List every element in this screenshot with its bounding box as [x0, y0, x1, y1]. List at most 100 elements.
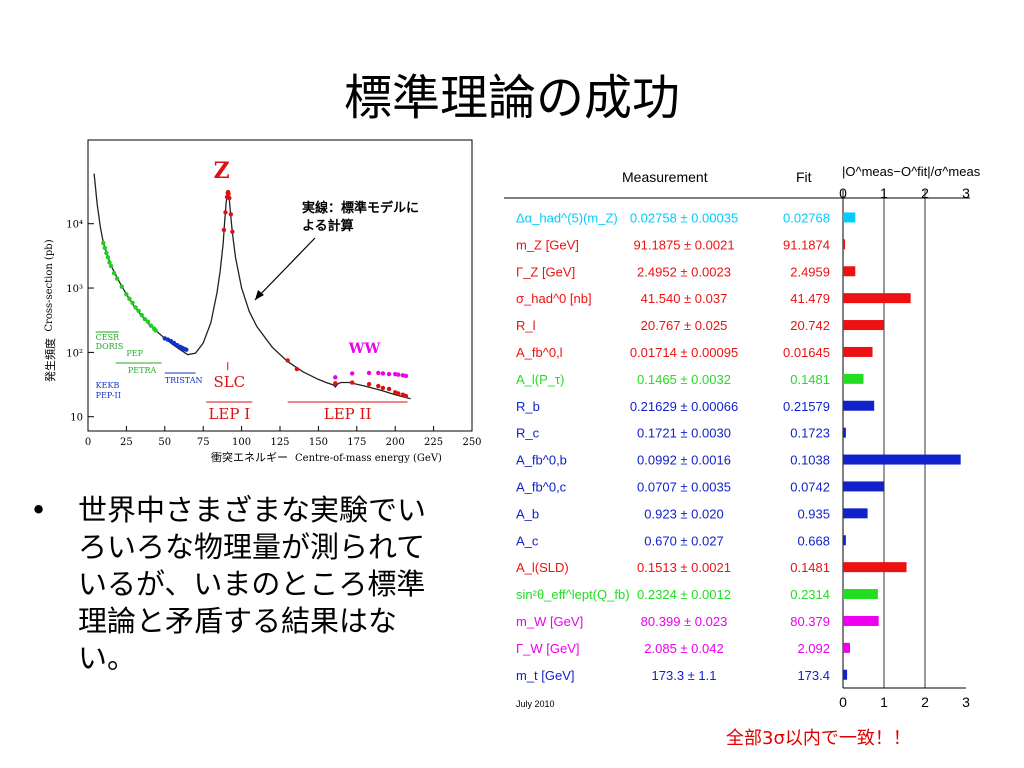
y-axis-label-ja: 発生頻度	[43, 338, 57, 382]
row-measurement: 0.0992 ± 0.0016	[637, 453, 731, 468]
pull-tick-bottom: 2	[921, 694, 929, 710]
data-point	[380, 371, 386, 376]
data-point	[111, 271, 117, 276]
pull-bar	[843, 346, 873, 357]
x-axis-label-ja: 衝突エネルギー	[211, 450, 288, 464]
row-measurement: 0.0707 ± 0.0035	[637, 479, 731, 494]
x-tick-label: 100	[232, 437, 251, 448]
row-fit: 2.092	[797, 641, 830, 656]
data-point	[119, 284, 124, 289]
data-point	[403, 373, 409, 379]
x-tick-label: 25	[120, 437, 133, 448]
pull-bar	[843, 293, 911, 304]
pull-bar	[843, 562, 907, 573]
row-measurement: 80.399 ± 0.023	[641, 614, 728, 629]
row-fit: 0.21579	[783, 399, 830, 414]
annotation-line1: 実線：標準モデルに	[302, 200, 419, 216]
row-measurement: 0.923 ± 0.020	[644, 506, 723, 521]
row-measurement: 2.4952 ± 0.0023	[637, 264, 731, 279]
row-fit: 0.668	[797, 533, 830, 548]
label-doris: DORIS	[96, 342, 124, 351]
data-point	[139, 312, 144, 318]
data-point	[184, 347, 189, 352]
data-point	[333, 375, 338, 380]
pull-tick-top: 2	[921, 185, 929, 201]
cross-section-chart: 0 25 50 75 100 125 150 175 200 225 250 10 10² 10³ 10⁴ C…	[43, 139, 482, 464]
pull-bar	[843, 669, 848, 680]
row-measurement: 0.670 ± 0.027	[644, 533, 723, 548]
pull-tick-bottom: 3	[962, 694, 970, 710]
row-name: m_W [GeV]	[516, 614, 583, 629]
x-tick-label: 50	[158, 437, 171, 448]
row-fit: 0.1481	[790, 372, 830, 387]
pull-bar	[843, 400, 875, 411]
data-point	[108, 263, 114, 269]
pull-bar	[843, 373, 864, 384]
row-fit: 0.1723	[790, 426, 830, 441]
x-tick-label: 200	[386, 437, 405, 448]
row-measurement: 91.1875 ± 0.0021	[633, 237, 734, 252]
slide-title: 標準理論の成功	[343, 70, 680, 126]
data-point	[396, 372, 401, 377]
row-name: A_l(SLD)	[516, 560, 569, 575]
data-point	[104, 250, 109, 256]
row-fit: 0.935	[797, 506, 830, 521]
y-tick-label: 10³	[66, 284, 83, 295]
conclusion-text: 全部3σ以内で一致！！	[726, 728, 911, 749]
data-point	[148, 323, 154, 328]
row-measurement: 41.540 ± 0.037	[641, 291, 728, 306]
row-measurement: 0.2324 ± 0.0012	[637, 587, 731, 602]
pull-bar	[843, 320, 884, 331]
row-name: σ_had^0 [nb]	[516, 291, 592, 306]
label-kekb: KEKB	[96, 381, 120, 390]
row-measurement: 0.1721 ± 0.0030	[637, 426, 731, 441]
row-measurement: 0.02758 ± 0.00035	[630, 210, 738, 225]
data-point	[294, 366, 300, 372]
data-point	[285, 358, 290, 363]
row-fit: 80.379	[790, 614, 830, 629]
row-fit: 173.4	[797, 668, 830, 683]
data-point	[226, 191, 231, 197]
y-tick-label: 10⁴	[66, 220, 83, 231]
row-name: Γ_Z [GeV]	[516, 264, 575, 279]
row-measurement: 173.3 ± 1.1	[652, 668, 717, 683]
pull-bar	[843, 266, 856, 277]
row-fit: 2.4959	[790, 264, 830, 279]
x-tick-label: 175	[347, 437, 366, 448]
label-cesr: CESR	[96, 333, 120, 342]
pull-tick-bottom: 1	[880, 694, 888, 710]
x-tick-label: 250	[462, 437, 481, 448]
data-point	[145, 319, 151, 324]
data-point	[105, 255, 111, 260]
row-measurement: 0.1465 ± 0.0032	[637, 372, 731, 387]
data-point	[102, 245, 108, 251]
row-name: A_l(P_τ)	[516, 372, 564, 387]
row-measurement: 0.1513 ± 0.0021	[637, 560, 731, 575]
data-point	[142, 316, 148, 322]
row-fit: 0.1038	[790, 453, 830, 468]
row-name: m_t [GeV]	[516, 668, 575, 683]
annotation-arrow-head	[255, 290, 264, 300]
bullet-text: 世界中さまざまな実験でいろいろな物理量が測られているが、いまのところ標準理論と矛…	[78, 493, 427, 675]
row-name: Δα_had^(5)(m_Z)	[516, 210, 618, 225]
y-axis-label-en: Cross-section (pb)	[44, 239, 55, 331]
row-name: A_fb^0,c	[516, 479, 567, 494]
label-pep: PEP	[126, 349, 143, 358]
label-petra: PETRA	[128, 366, 157, 375]
row-name: sin²θ_eff^lept(Q_fb)	[516, 587, 630, 602]
row-measurement: 2.085 ± 0.042	[644, 641, 723, 656]
header-pull: |O^meas−O^fit|/σ^meas	[842, 164, 981, 179]
pull-bar	[843, 212, 856, 223]
header-fit: Fit	[796, 169, 812, 185]
pull-bar	[843, 481, 884, 492]
data-point	[228, 212, 234, 217]
row-name: R_b	[516, 399, 540, 414]
pull-tick-top: 0	[839, 185, 847, 201]
data-point	[124, 292, 129, 297]
label-pep-ii: PEP-II	[96, 391, 121, 400]
data-point	[230, 229, 235, 234]
data-point	[153, 328, 158, 333]
data-point	[376, 370, 381, 376]
data-point	[403, 393, 409, 399]
data-point	[221, 227, 227, 233]
